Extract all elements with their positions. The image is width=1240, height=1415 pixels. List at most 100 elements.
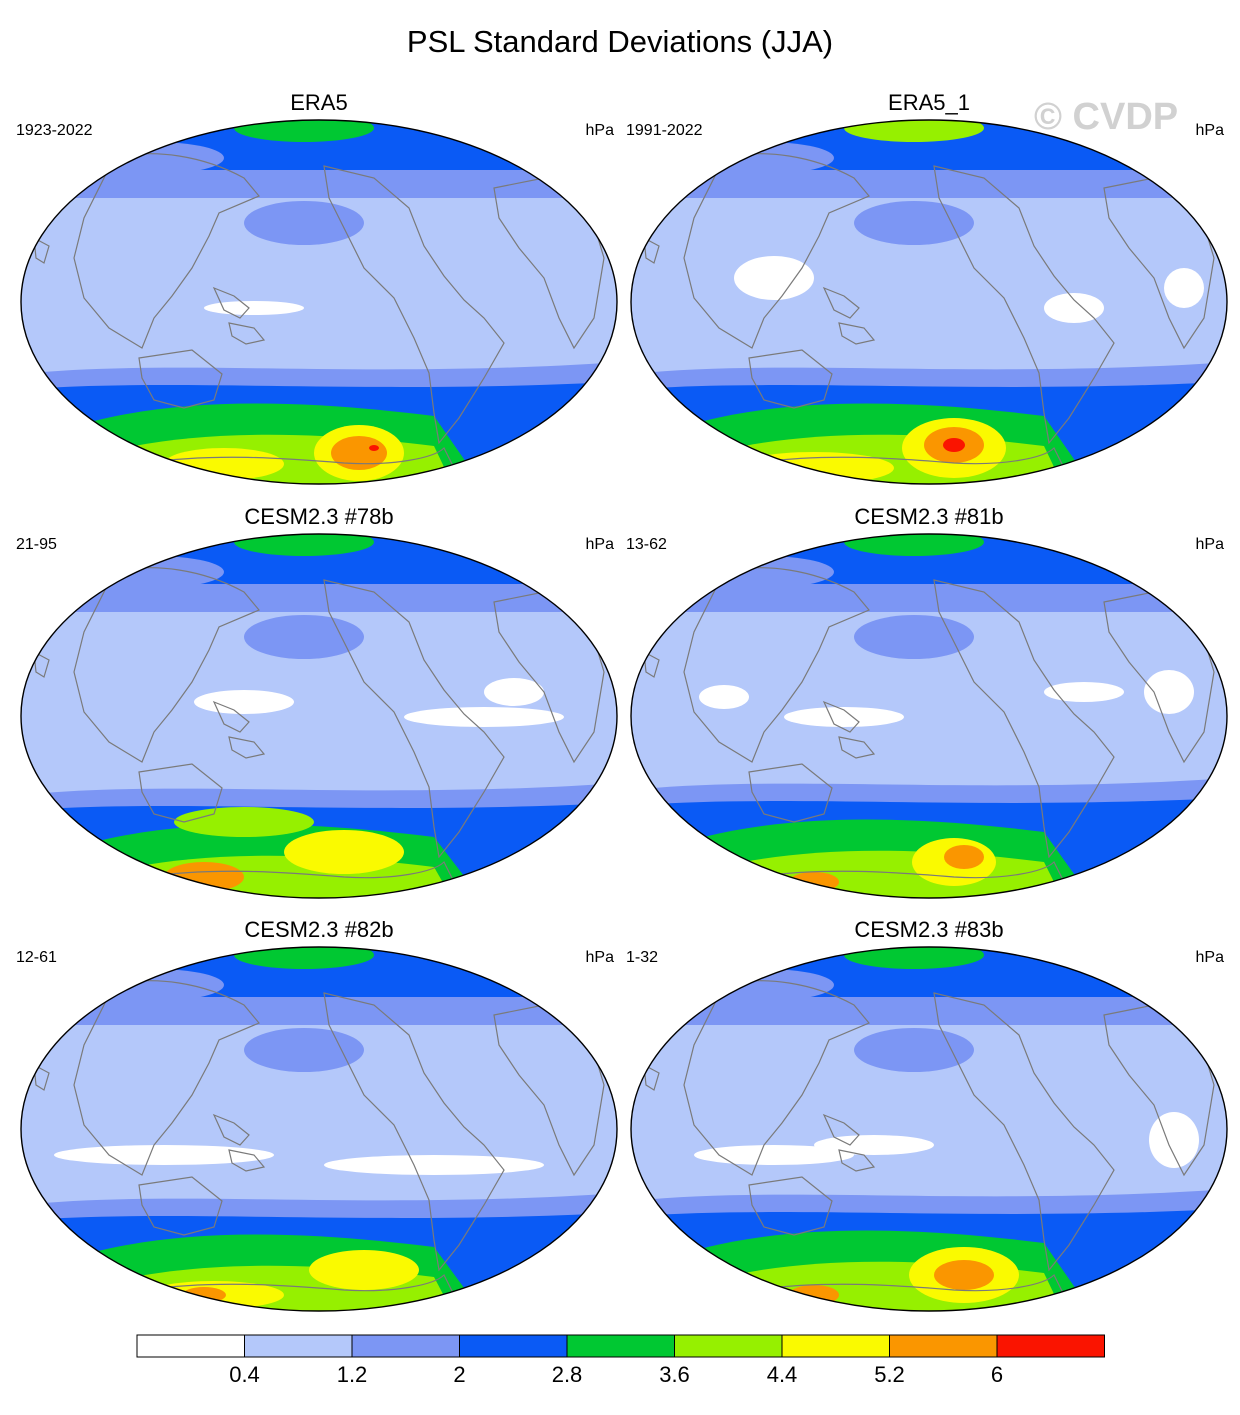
- colorbar-box-3: [459, 1334, 568, 1358]
- fill-blob-2: [369, 445, 379, 451]
- fill-blob-0: [174, 807, 314, 837]
- colorbar-box-0: [136, 1334, 245, 1358]
- coastline-2: [323, 579, 505, 859]
- fill-white-patch-0: [699, 685, 749, 709]
- coastline-5: [643, 236, 660, 264]
- fill-blob-2: [789, 872, 839, 892]
- coastline-1: [748, 1176, 833, 1236]
- fill-pacific-patch: [854, 1028, 974, 1072]
- fill-north-patch: [84, 142, 224, 174]
- coastline-2: [933, 165, 1115, 445]
- map-panel-cesm-81b: CESM2.3 #81b 13-62 hPa: [624, 504, 1234, 899]
- fill-north-patch: [694, 142, 834, 174]
- colorbar: [136, 1334, 1105, 1358]
- panel-years: 1991-2022: [626, 122, 703, 139]
- panel-title: ERA5: [290, 90, 348, 115]
- map-outline: [630, 119, 1228, 485]
- coastline-5: [33, 650, 50, 678]
- coastline-0: [73, 980, 260, 1176]
- coastline-6: [822, 1113, 860, 1146]
- coastline-2: [933, 579, 1115, 859]
- psl-stddev-map: [630, 946, 1228, 1312]
- colorbar-box-5: [674, 1334, 783, 1358]
- coastline-7: [838, 1149, 876, 1172]
- coastline-5: [33, 1063, 50, 1091]
- colorbar-tick-label: 0.4: [229, 1362, 260, 1387]
- contour-fill: [21, 120, 617, 484]
- coastline-1: [138, 763, 223, 823]
- fill-blob-3: [734, 452, 894, 484]
- map-outline: [20, 946, 618, 1312]
- map-outline: [630, 946, 1228, 1312]
- fill-white-patch-0: [694, 1145, 854, 1165]
- panel-units: hPa: [1195, 949, 1224, 966]
- panel-units: hPa: [585, 536, 614, 553]
- fill-north-patch: [84, 969, 224, 1001]
- colorbar-tick-label: 2: [453, 1362, 466, 1387]
- coastline-1: [138, 349, 223, 409]
- fill-blob-2: [789, 1285, 839, 1305]
- colorbar-box-8: [996, 1334, 1105, 1358]
- fill-pacific-patch: [244, 201, 364, 245]
- fill-white-patch-1: [814, 1135, 934, 1155]
- coastline-5: [33, 236, 50, 264]
- contour-fill: [21, 947, 617, 1311]
- map-outline: [630, 533, 1228, 899]
- fill-white-patch-0: [194, 690, 294, 714]
- coastline-0: [73, 567, 260, 763]
- coastline-7: [228, 1149, 266, 1172]
- fill-blob-1: [934, 1260, 994, 1290]
- colorbar-tick-label: 6: [990, 1362, 1004, 1387]
- psl-stddev-map: [20, 533, 618, 899]
- panel-years: 1923-2022: [16, 122, 93, 139]
- contour-fill: [631, 947, 1227, 1311]
- coastline-7: [228, 322, 266, 345]
- fill-white-patch-2: [1044, 682, 1124, 702]
- coastline-1: [748, 763, 833, 823]
- coastline-5: [643, 1063, 660, 1091]
- colorbar-tick-label: 1.2: [336, 1362, 368, 1387]
- coastline-6: [212, 286, 250, 319]
- panel-units: hPa: [585, 122, 614, 139]
- fill-pacific-patch: [244, 1028, 364, 1072]
- coastline-1: [138, 1176, 223, 1236]
- contour-fill: [631, 534, 1227, 898]
- coastline-2: [323, 992, 505, 1272]
- coastline-4: [753, 1273, 1065, 1311]
- psl-stddev-map: [630, 119, 1228, 485]
- panel-years: 21-95: [16, 536, 57, 553]
- coastline-6: [212, 1113, 250, 1146]
- colorbar-box-6: [781, 1334, 890, 1358]
- fill-pacific-patch: [854, 201, 974, 245]
- psl-stddev-map: [630, 533, 1228, 899]
- colorbar-box-2: [351, 1334, 460, 1358]
- coastline-6: [822, 286, 860, 319]
- panel-years: 13-62: [626, 536, 667, 553]
- fill-north-patch: [694, 969, 834, 1001]
- psl-stddev-map: [20, 119, 618, 485]
- map-panel-cesm-78b: CESM2.3 #78b 21-95 hPa: [14, 504, 624, 899]
- cvdp-watermark: © CVDP: [1034, 96, 1179, 138]
- fill-blob-1: [331, 436, 387, 470]
- fill-blob-2: [943, 438, 965, 452]
- panel-units: hPa: [585, 949, 614, 966]
- figure-title: PSL Standard Deviations (JJA): [406, 24, 834, 59]
- fill-north-patch: [694, 556, 834, 588]
- fill-blob-1: [284, 830, 404, 874]
- fill-white-patch-1: [324, 1155, 544, 1175]
- colorbar-box-1: [244, 1334, 353, 1358]
- coastline-4: [753, 446, 1065, 484]
- coastline-0: [683, 567, 870, 763]
- fill-white-patch-1: [784, 707, 904, 727]
- coastline-6: [822, 700, 860, 733]
- panel-units: hPa: [1195, 536, 1224, 553]
- coastline-4: [143, 446, 455, 484]
- coastline-4: [143, 1273, 455, 1311]
- fill-pacific-patch: [244, 615, 364, 659]
- map-panel-cesm-82b: CESM2.3 #82b 12-61 hPa: [14, 917, 624, 1312]
- coastline-7: [838, 736, 876, 759]
- fill-white-patch-2: [1149, 1112, 1199, 1168]
- coastline-1: [748, 349, 833, 409]
- panel-title: CESM2.3 #81b: [854, 504, 1004, 529]
- map-outline: [20, 119, 618, 485]
